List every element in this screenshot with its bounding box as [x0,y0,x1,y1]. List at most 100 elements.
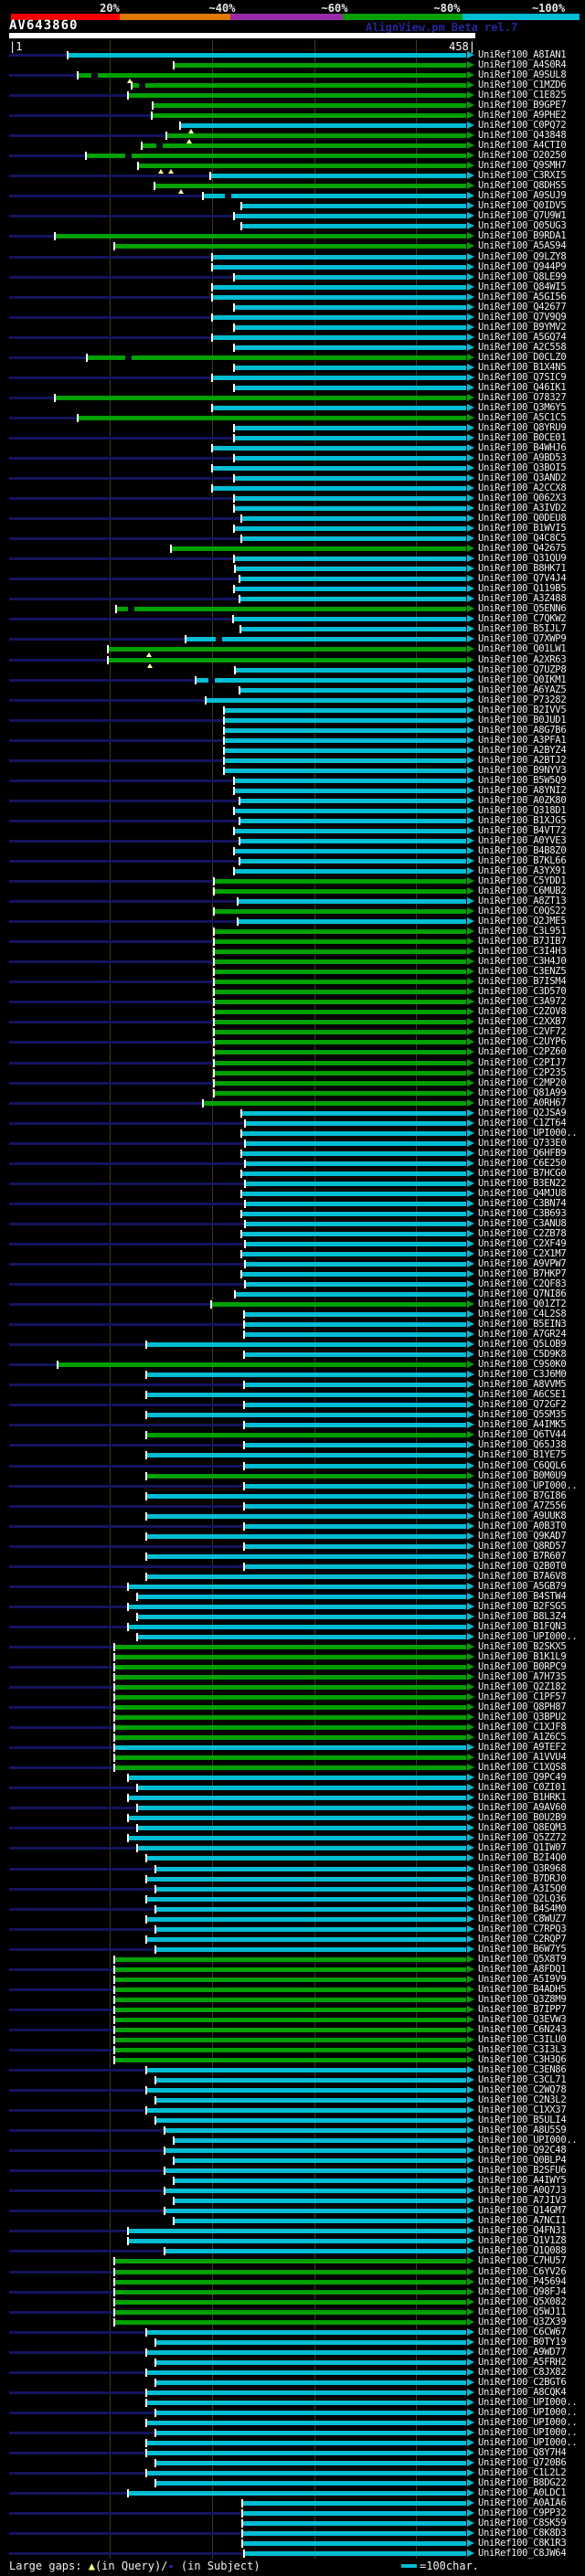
hit-alignment-bar[interactable] [215,1010,466,1014]
hit-alignment-bar[interactable] [215,990,466,994]
hit-label[interactable]: UniRef100_A4IWY5 [478,2175,567,2186]
hit-alignment-bar[interactable] [225,718,466,723]
hit-alignment-bar[interactable] [129,1605,466,1609]
hit-alignment-bar[interactable] [225,708,466,713]
hit-label[interactable]: UniRef100_Q5ZZ72 [478,1832,567,1843]
hit-alignment-bar[interactable] [175,2219,466,2223]
hit-alignment-bar[interactable] [175,2199,466,2203]
hit-alignment-bar[interactable] [235,456,466,461]
hit-alignment-bar[interactable] [147,1474,466,1479]
hit-label[interactable]: UniRef100_Q3BOI5 [478,462,567,473]
hit-alignment-bar[interactable] [215,889,466,894]
hit-label[interactable]: UniRef100_C8K8D3 [478,2528,567,2539]
hit-alignment-bar[interactable] [175,2178,466,2183]
hit-label[interactable]: UniRef100_B4S4M0 [478,1903,567,1914]
hit-label[interactable]: UniRef100_UPI000.. [478,1128,578,1139]
hit-label[interactable]: UniRef100_A6YAZ5 [478,684,567,695]
hit-label[interactable]: UniRef100_Q1Q088 [478,2245,567,2256]
hit-alignment-bar[interactable] [147,1514,466,1519]
hit-alignment-bar[interactable] [115,1705,466,1710]
hit-alignment-bar[interactable] [245,1403,466,1407]
hit-label[interactable]: UniRef100_B4ADH5 [478,1984,567,1995]
hit-alignment-bar[interactable] [175,2158,466,2163]
hit-label[interactable]: UniRef100_B9GPE7 [478,100,567,111]
hit-label[interactable]: UniRef100_B7GI86 [478,1490,567,1501]
hit-alignment-bar[interactable] [115,1685,466,1690]
hit-label[interactable]: UniRef100_Q3M6Y5 [478,402,567,413]
hit-alignment-bar[interactable] [165,2148,466,2153]
hit-label[interactable]: UniRef100_B5IJL7 [478,623,567,634]
hit-alignment-bar[interactable] [129,93,466,98]
hit-alignment-bar[interactable] [213,315,466,320]
hit-alignment-bar[interactable] [117,607,466,611]
hit-label[interactable]: UniRef100_C2UYP6 [478,1036,567,1047]
hit-label[interactable]: UniRef100_A4S0R4 [478,59,567,70]
hit-label[interactable]: UniRef100_Q4C8C5 [478,533,567,544]
hit-label[interactable]: UniRef100_A5C1C5 [478,412,567,423]
hit-label[interactable]: UniRef100_Q84WI5 [478,281,567,292]
hit-label[interactable]: UniRef100_Q8EQM3 [478,1822,567,1833]
hit-alignment-bar[interactable] [115,1765,466,1770]
hit-label[interactable]: UniRef100_C1PF57 [478,1691,567,1702]
hit-label[interactable]: UniRef100_B0RPC9 [478,1661,567,1672]
hit-alignment-bar[interactable] [215,1000,466,1004]
hit-alignment-bar[interactable] [115,1977,466,1982]
hit-alignment-bar[interactable] [235,436,466,440]
hit-alignment-bar[interactable] [204,194,466,198]
hit-label[interactable]: UniRef100_B0TY19 [478,2337,567,2348]
hit-alignment-bar[interactable] [215,879,466,884]
hit-alignment-bar[interactable] [225,738,466,743]
hit-label[interactable]: UniRef100_Q46IK1 [478,382,567,393]
hit-label[interactable]: UniRef100_C6N243 [478,2024,567,2035]
hit-label[interactable]: UniRef100_C9S0K0 [478,1359,567,1370]
hit-alignment-bar[interactable] [115,2320,466,2325]
hit-label[interactable]: UniRef100_C6E250 [478,1158,567,1169]
hit-alignment-bar[interactable] [115,2259,466,2263]
hit-alignment-bar[interactable] [246,1222,466,1226]
hit-alignment-bar[interactable] [240,577,466,581]
hit-label[interactable]: UniRef100_UPI000.. [478,2135,578,2146]
hit-label[interactable]: UniRef100_Q7V9Q9 [478,312,567,323]
hit-label[interactable]: UniRef100_A0AIA6 [478,2497,567,2508]
hit-alignment-bar[interactable] [147,1877,466,1882]
hit-alignment-bar[interactable] [154,103,466,108]
hit-label[interactable]: UniRef100_B2FSG5 [478,1601,567,1612]
hit-label[interactable]: UniRef100_B1YE75 [478,1449,567,1460]
hit-label[interactable]: UniRef100_Q7UZP8 [478,664,567,675]
hit-label[interactable]: UniRef100_A7NCI1 [478,2215,567,2226]
hit-alignment-bar[interactable] [215,980,466,984]
hit-label[interactable]: UniRef100_A0LDC1 [478,2487,567,2498]
hit-label[interactable]: UniRef100_A8G7B6 [478,725,567,736]
hit-alignment-bar[interactable] [245,1383,466,1387]
hit-alignment-bar[interactable] [129,1625,466,1629]
hit-alignment-bar[interactable] [155,184,466,188]
hit-alignment-bar[interactable] [129,1836,466,1840]
hit-alignment-bar[interactable] [215,1061,466,1065]
hit-label[interactable]: UniRef100_B4VT72 [478,825,567,836]
hit-label[interactable]: UniRef100_Q7XWP9 [478,633,567,644]
hit-label[interactable]: UniRef100_A8IAN1 [478,49,567,60]
hit-label[interactable]: UniRef100_UPI000.. [478,2407,578,2418]
hit-label[interactable]: UniRef100_A3I5Q0 [478,1883,567,1894]
hit-label[interactable]: UniRef100_O20250 [478,150,567,161]
hit-label[interactable]: UniRef100_A9VPW7 [478,1258,567,1269]
hit-label[interactable]: UniRef100_C8JW64 [478,2548,567,2559]
hit-alignment-bar[interactable] [129,1776,466,1780]
hit-alignment-bar[interactable] [246,1121,466,1126]
hit-label[interactable]: UniRef100_C2ZOV8 [478,1006,567,1017]
hit-label[interactable]: UniRef100_B1FQN3 [478,1621,567,1632]
hit-alignment-bar[interactable] [115,244,466,249]
hit-alignment-bar[interactable] [167,133,466,138]
hit-alignment-bar[interactable] [242,224,466,228]
hit-alignment-bar[interactable] [129,1816,466,1820]
hit-label[interactable]: UniRef100_A7Z556 [478,1500,567,1511]
hit-label[interactable]: UniRef100_Q42675 [478,543,567,554]
hit-alignment-bar[interactable] [213,486,466,491]
hit-alignment-bar[interactable] [245,1352,466,1357]
hit-alignment-bar[interactable] [129,1796,466,1800]
hit-alignment-bar[interactable] [197,678,466,683]
hit-alignment-bar[interactable] [115,2008,466,2012]
hit-alignment-bar[interactable] [147,2401,466,2405]
hit-alignment-bar[interactable] [115,1745,466,1750]
hit-alignment-bar[interactable] [175,63,466,68]
